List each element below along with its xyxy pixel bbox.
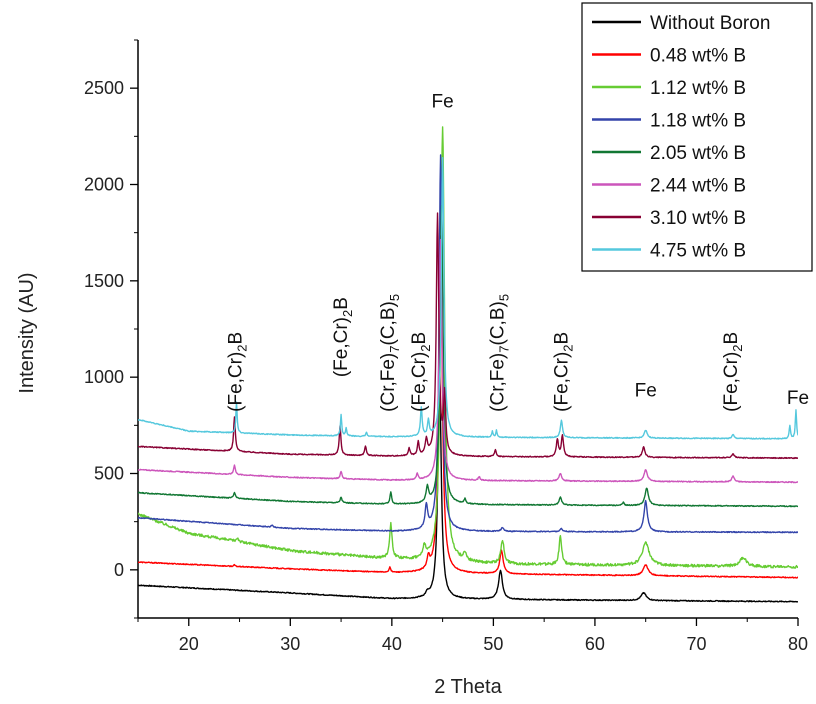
peak-annotation: (Cr,Fe)7(C,B)5 bbox=[487, 294, 511, 412]
legend-label: Without Boron bbox=[650, 13, 770, 34]
peak-annotation: Fe bbox=[787, 388, 809, 409]
legend: Without Boron 0.48 wt% B 1.12 wt% B 1.18 wt… bbox=[581, 2, 813, 272]
x-tick-label: 40 bbox=[382, 634, 402, 654]
series-line bbox=[138, 376, 798, 603]
peak-annotation: Fe bbox=[635, 380, 657, 401]
x-tick-label: 70 bbox=[686, 634, 706, 654]
series-line bbox=[138, 212, 798, 460]
x-tick-label: 80 bbox=[788, 634, 808, 654]
series-line bbox=[138, 204, 798, 508]
peak-annotation: (Fe,Cr)2B bbox=[721, 332, 745, 412]
legend-label: 0.48 wt% B bbox=[650, 46, 746, 67]
series-line bbox=[138, 238, 798, 484]
y-tick-label: 0 bbox=[114, 560, 124, 580]
ticks: 20 30 40 50 60 70 80 0 500 1000 1500 2000 2500 bbox=[84, 39, 808, 654]
series-line bbox=[138, 156, 798, 440]
x-tick-label: 50 bbox=[483, 634, 503, 654]
legend-label: 2.44 wt% B bbox=[650, 176, 746, 197]
legend-label: 3.10 wt% B bbox=[650, 208, 746, 229]
series-line bbox=[138, 154, 798, 534]
legend-label: 1.12 wt% B bbox=[650, 78, 746, 99]
peak-annotation: (Fe,Cr)2B bbox=[225, 332, 249, 412]
peak-annotation: (Cr,Fe)7(C,B)5 bbox=[378, 294, 402, 412]
y-tick-label: 1000 bbox=[84, 367, 124, 387]
annotation-layer: (Fe,Cr)2B (Fe,Cr)2B (Cr,Fe)7(C,B)5 (Fe,Cr)2… bbox=[225, 91, 809, 411]
peak-annotation: (Fe,Cr)2B bbox=[551, 332, 575, 412]
peak-annotation: Fe bbox=[432, 91, 454, 112]
series-line bbox=[138, 126, 798, 569]
series-line bbox=[138, 235, 798, 579]
x-axis-title: 2 Theta bbox=[434, 676, 502, 698]
y-tick-label: 1500 bbox=[84, 271, 124, 291]
peak-annotation: (Fe,Cr)2B bbox=[409, 332, 433, 412]
peak-annotation: (Fe,Cr)2B bbox=[331, 297, 355, 377]
legend-label: 1.18 wt% B bbox=[650, 111, 746, 132]
y-tick-label: 2000 bbox=[84, 175, 124, 195]
legend-box bbox=[581, 2, 813, 272]
legend-label: 4.75 wt% B bbox=[650, 241, 746, 262]
y-axis-title: Intensity (AU) bbox=[16, 272, 38, 393]
x-tick-label: 60 bbox=[585, 634, 605, 654]
series-layer bbox=[138, 126, 798, 603]
x-tick-label: 30 bbox=[280, 634, 300, 654]
x-tick-label: 20 bbox=[179, 634, 199, 654]
y-tick-label: 500 bbox=[94, 464, 124, 484]
legend-label: 2.05 wt% B bbox=[650, 143, 746, 164]
y-tick-label: 2500 bbox=[84, 78, 124, 98]
